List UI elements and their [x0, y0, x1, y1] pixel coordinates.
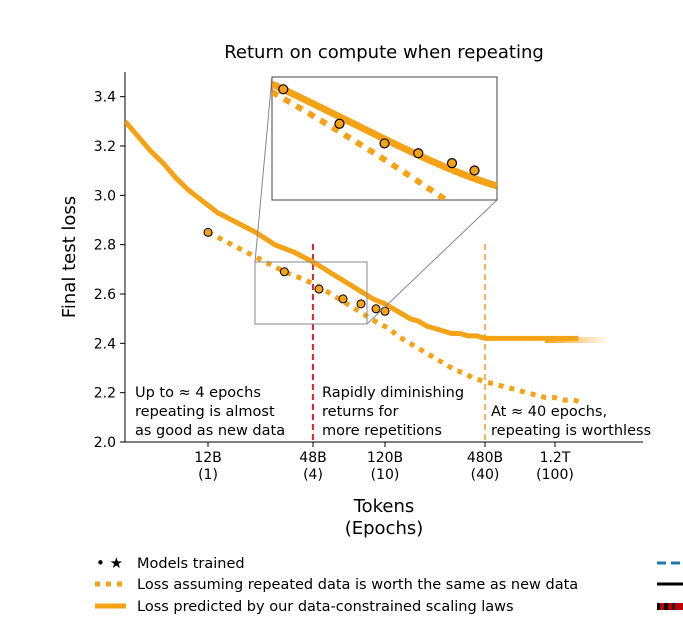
y-tick-label: 3.4	[94, 90, 116, 106]
legend-label-dotted: Loss assuming repeated data is worth the…	[137, 577, 578, 593]
model-marker	[371, 304, 381, 314]
annotation-line: At ≈ 40 epochs,	[491, 404, 607, 420]
y-tick-label: 3.0	[94, 188, 116, 204]
y-tick-label: 3.2	[94, 139, 116, 155]
legend-label-models: Models trained	[137, 556, 245, 572]
annotation-line: returns for	[322, 404, 398, 420]
y-tick-group: 2.0 2.2 2.4 2.6 2.8 3.0 3.2 3.4	[94, 90, 125, 451]
x-tick-sublabel: (10)	[371, 467, 400, 483]
legend: • ★ Models trained Loss assuming repeate…	[95, 554, 683, 615]
x-tick-label: 48B	[299, 450, 326, 466]
model-marker	[203, 227, 213, 237]
annotation-line: as good as new data	[135, 423, 285, 439]
annotation-line: repeating is almost	[135, 404, 275, 420]
x-tick-sublabel: (100)	[536, 467, 574, 483]
x-tick-sublabel: (1)	[198, 467, 218, 483]
x-tick-label: 480B	[467, 450, 503, 466]
annotation-line: Up to ≈ 4 epochs	[135, 385, 261, 401]
inset-marker	[469, 165, 480, 176]
legend-label-solid: Loss predicted by our data-constrained s…	[137, 599, 514, 615]
zoom-connector-bottom	[366, 199, 498, 325]
annotation-line: more repetitions	[322, 423, 442, 439]
y-tick-label: 2.8	[94, 238, 116, 254]
inset-marker	[334, 118, 345, 129]
annotation-line: repeating is worthless	[491, 423, 651, 439]
inset-marker	[446, 158, 458, 169]
x-tick-group: 12B(1) 48B(4) 120B(10) 480B(40) 1.2T(100)	[194, 442, 574, 483]
model-marker	[314, 284, 324, 294]
zoom-box	[254, 261, 368, 325]
legend-fragment-black-stripe	[664, 603, 668, 610]
model-marker	[356, 299, 366, 309]
inset-markers	[278, 84, 480, 176]
x-tick-sublabel: (40)	[471, 467, 500, 483]
solid-line-fade	[545, 337, 610, 343]
vertical-lines	[312, 244, 486, 442]
chart-title: Return on compute when repeating	[224, 42, 544, 63]
x-tick-label: 12B	[194, 450, 221, 466]
annotation-diminishing: Rapidly diminishing returns for more rep…	[322, 385, 464, 439]
annotation-40-epochs: At ≈ 40 epochs, repeating is worthless	[491, 404, 651, 439]
inset-dotted-line	[272, 89, 451, 200]
y-axis-label: Final test loss	[59, 196, 80, 318]
legend-fragment-black-stripe	[672, 603, 675, 610]
y-tick-label: 2.0	[94, 435, 116, 451]
x-axis-sublabel: (Epochs)	[345, 518, 424, 539]
annotation-line: Rapidly diminishing	[322, 385, 464, 401]
x-tick-label: 1.2T	[540, 450, 571, 466]
y-tick-label: 2.6	[94, 287, 116, 303]
series-data-constrained	[125, 119, 579, 341]
model-marker	[338, 294, 348, 304]
inset-marker	[379, 138, 390, 149]
models-trained-markers	[203, 227, 390, 316]
inset-marker	[278, 84, 289, 95]
legend-fragment-black-stripe	[657, 603, 660, 610]
x-tick-label: 120B	[367, 450, 403, 466]
series-repeated-equals-new	[206, 230, 584, 405]
model-marker	[380, 306, 390, 316]
zoom-connector-top	[254, 76, 273, 263]
x-axis-label: Tokens	[353, 496, 415, 517]
y-tick-label: 2.4	[94, 336, 116, 352]
legend-fragment-red-black	[657, 603, 683, 610]
legend-marker-dot-star: • ★	[96, 554, 123, 572]
inset-marker	[413, 148, 424, 159]
x-tick-sublabel: (4)	[303, 467, 323, 483]
y-tick-label: 2.2	[94, 386, 116, 402]
annotation-4-epochs: Up to ≈ 4 epochs repeating is almost as …	[135, 385, 285, 439]
model-marker	[279, 267, 289, 277]
